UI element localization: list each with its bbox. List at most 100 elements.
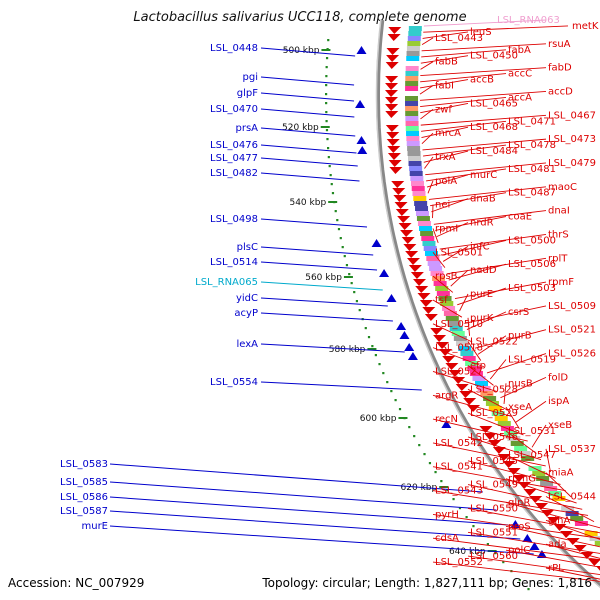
gene-label-left: LSL_0498 (210, 214, 258, 225)
backbone-layer (375, 19, 600, 589)
gene-function-block (536, 476, 550, 481)
gene-label-leader (464, 305, 547, 324)
gene-label-leader (109, 496, 509, 526)
reverse-gene-arrow (512, 475, 526, 482)
gene-label-leader (505, 525, 600, 548)
gene-label-leader (500, 376, 547, 399)
gene-function-block (488, 406, 502, 411)
gene-function-block (574, 521, 588, 526)
forward-gene-arrow (379, 269, 390, 277)
gene-label-right: purK (470, 313, 494, 324)
forward-gene-arrow (407, 352, 418, 360)
gene-label-right: LSL_0484 (470, 146, 518, 157)
gene-label-leader (432, 228, 439, 244)
gene-label-right: LSL_0509 (548, 301, 596, 312)
gene-label-leader (441, 239, 507, 256)
gene-function-block (552, 496, 566, 501)
scale-dot (358, 309, 361, 312)
gene-label-leader (439, 233, 547, 250)
gene-label-leader (467, 555, 600, 575)
gene-label-right: LSL_0506 (508, 259, 556, 270)
gene-label-leader (505, 549, 600, 568)
gene-label-right: argR (435, 390, 458, 401)
gene-label-left: LSL_0482 (210, 168, 258, 179)
gene-label-right: LSL_0467 (548, 110, 596, 121)
scale-tick-label: 580 kbp (329, 345, 366, 355)
gene-label-right: LSL_0478 (508, 140, 556, 151)
scale-dot (472, 525, 475, 528)
gene-label-right: pyrH (435, 509, 459, 520)
gene-label-leader (467, 436, 542, 461)
scale-dot (341, 246, 344, 249)
gene-function-block (475, 381, 489, 386)
gene-label-right: trxA (435, 152, 456, 163)
gene-label-right: metK (572, 21, 599, 32)
forward-gene-arrow (404, 343, 415, 351)
gene-label-leader (423, 150, 469, 163)
scale-dot (348, 273, 351, 276)
gene-label-left: glpF (237, 88, 258, 99)
reverse-gene-arrow (389, 167, 403, 174)
gene-function-block (412, 191, 426, 196)
gene-label-right: cdsA (435, 533, 459, 544)
reverse-gene-arrow (397, 216, 411, 223)
gene-function-block (432, 276, 446, 281)
reverse-gene-arrow (417, 293, 431, 300)
scale-dot (390, 390, 393, 393)
gene-function-block (407, 146, 421, 151)
gene-function-block (472, 376, 486, 381)
gene-function-block (422, 241, 436, 246)
gene-label-leader (432, 418, 528, 442)
reverse-gene-arrow (386, 139, 400, 146)
gene-label-leader (448, 263, 507, 281)
scale-tick-label: 620 kbp (401, 483, 438, 493)
gene-label-leader (420, 67, 547, 77)
gene-function-block (443, 311, 457, 316)
reverse-gene-arrow (459, 391, 473, 398)
scale-dot (337, 228, 341, 231)
gene-label-right: LSL_0487 (508, 188, 556, 199)
forward-gene-arrow (529, 542, 540, 550)
scale-dot (325, 66, 328, 69)
gene-label-leader (421, 120, 507, 132)
gene-label-leader (423, 19, 547, 27)
gene-label-right: thrS (548, 229, 569, 240)
gene-label-leader (446, 257, 547, 275)
reverse-gene-arrow (413, 279, 427, 286)
reverse-gene-arrow (400, 230, 414, 237)
gene-function-block (451, 331, 465, 336)
gene-label-right: proS (508, 521, 531, 532)
gene-label-right: polA (435, 176, 457, 187)
gene-label-right: nusB (508, 378, 533, 389)
gene-function-block (504, 431, 518, 436)
gene-function-block (407, 151, 421, 156)
gene-label-right: LSL_0531 (508, 426, 556, 437)
gene-label-leader (531, 424, 547, 448)
gene-label-leader (436, 222, 469, 238)
scale-dot (339, 237, 342, 240)
gene-function-block (565, 511, 579, 516)
reverse-gene-arrow (523, 489, 537, 496)
scale-dot (353, 291, 356, 294)
reverse-gene-arrow (479, 426, 493, 433)
gene-label-leader (505, 430, 537, 454)
gene-label-right: csrS (508, 307, 529, 318)
feature-track-layer (355, 26, 600, 571)
gene-function-block (420, 231, 434, 236)
scale-dot (325, 75, 328, 78)
reverse-gene-arrow (573, 545, 587, 552)
gene-label-right: xseB (548, 420, 572, 431)
gene-label-leader (505, 406, 520, 429)
gene-label-right: folD (548, 372, 568, 383)
reverse-gene-arrow (385, 62, 399, 69)
gene-label-leader (467, 460, 561, 485)
gene-label-right: murC (470, 170, 497, 181)
reverse-gene-arrow (419, 300, 433, 307)
gene-label-left: yidC (236, 293, 258, 304)
gene-label-leader (420, 102, 469, 114)
gene-function-block (589, 536, 600, 541)
scale-dot (527, 588, 530, 591)
reverse-gene-arrow (588, 559, 600, 566)
gene-label-leader (421, 37, 434, 45)
reverse-gene-arrow (401, 237, 415, 244)
